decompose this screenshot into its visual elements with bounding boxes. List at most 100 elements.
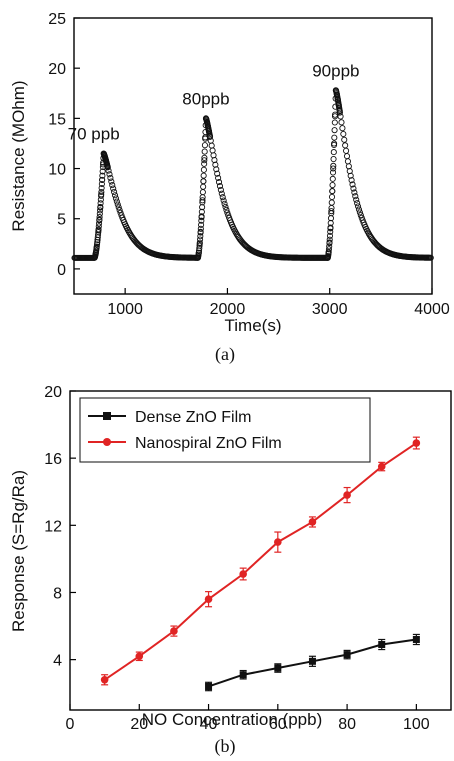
chart-a-data-point bbox=[106, 171, 113, 178]
chart-a-data-point bbox=[329, 175, 336, 182]
chart-a-data-point bbox=[326, 239, 333, 246]
chart-a-data-point bbox=[215, 174, 222, 182]
chart-a-data-point bbox=[199, 197, 206, 204]
chart-a-data-point bbox=[198, 217, 205, 224]
chart-a-data-point bbox=[115, 204, 122, 211]
chart-a-data-point bbox=[341, 136, 348, 143]
chart-a-data-point bbox=[328, 204, 335, 212]
chart-a-data-point bbox=[218, 190, 225, 197]
chart-a-data-point bbox=[215, 179, 223, 186]
chart-a-data-point bbox=[357, 212, 364, 219]
chart-a-data-point bbox=[356, 209, 363, 216]
chart-a-y-tick-label: 15 bbox=[48, 111, 66, 128]
chart-b-x-axis: 0 20 40 60 80 100 bbox=[66, 704, 430, 733]
chart-b-x-tick-label: 60 bbox=[269, 716, 287, 733]
chart-a-data-point bbox=[224, 209, 231, 216]
chart-a-data-point bbox=[328, 208, 335, 215]
chart-a-data-point bbox=[200, 178, 207, 185]
chart-a-data-point bbox=[207, 137, 214, 144]
series-dense-marker bbox=[274, 664, 282, 672]
chart-a-data-point bbox=[331, 119, 338, 126]
series-dense-marker bbox=[205, 682, 213, 690]
chart-a-data-point bbox=[354, 203, 362, 210]
series-nanospiral-marker bbox=[412, 439, 421, 447]
chart-a-data-point bbox=[99, 172, 106, 179]
series-nanospiral-marker bbox=[135, 652, 144, 661]
chart-a-data-point bbox=[331, 127, 338, 134]
chart-a-data-point bbox=[427, 254, 434, 261]
chart-a-data-point bbox=[96, 220, 103, 227]
chart-a-data-point bbox=[108, 178, 115, 185]
chart-a-data-point bbox=[326, 243, 333, 250]
chart-a-data-point bbox=[210, 152, 217, 159]
chart-a-data-point bbox=[326, 232, 334, 239]
chart-b-y-tick-label: 8 bbox=[53, 585, 62, 602]
chart-a-data-point bbox=[348, 177, 355, 184]
chart-a-data-point bbox=[109, 182, 116, 189]
chart-a-data-point bbox=[95, 226, 102, 233]
chart-a-data-point bbox=[330, 162, 337, 169]
chart-a-data-point bbox=[344, 158, 351, 165]
chart-a-data-point bbox=[98, 184, 105, 192]
series-nanospiral-marker bbox=[170, 627, 178, 635]
chart-a-data-point bbox=[93, 243, 100, 250]
chart-b-y-tick-label: 4 bbox=[53, 653, 62, 670]
chart-a-data-point bbox=[328, 199, 335, 206]
chart-a-data-point bbox=[93, 241, 101, 248]
chart-a-data-point bbox=[201, 157, 208, 164]
series-nanospiral-marker bbox=[308, 518, 317, 526]
chart-b-series bbox=[100, 436, 421, 692]
chart-a-x-tick-label: 3000 bbox=[312, 301, 348, 318]
chart-b-y-axis: 4 8 12 16 20 bbox=[44, 384, 76, 670]
chart-a-x-axis-label: Time(s) bbox=[225, 316, 282, 335]
chart-a-data-point bbox=[331, 140, 338, 147]
chart-a-pulse-label: 80ppb bbox=[182, 89, 229, 108]
chart-a-data-point bbox=[328, 193, 336, 200]
chart-a-data-point bbox=[199, 189, 206, 196]
chart-a-data-point bbox=[223, 206, 230, 213]
chart-a-data-point bbox=[214, 170, 221, 177]
chart-b-caption: (b) bbox=[215, 736, 236, 757]
chart-a-plot-frame bbox=[73, 17, 433, 295]
series-dense-marker bbox=[308, 657, 316, 665]
chart-a-data-point bbox=[201, 148, 208, 155]
chart-a-data-point bbox=[327, 224, 334, 231]
chart-a-data-point bbox=[107, 174, 114, 181]
chart-a-data-point bbox=[329, 182, 336, 189]
chart-a-data-point bbox=[112, 195, 119, 202]
series-nanospiral-marker bbox=[239, 570, 247, 578]
series-nanospiral-marker bbox=[343, 491, 351, 499]
chart-a-data-point bbox=[217, 186, 224, 193]
chart-b-x-tick-label: 40 bbox=[200, 716, 218, 733]
chart-a-data-point bbox=[343, 147, 350, 154]
chart-a-y-tick-label: 5 bbox=[57, 212, 66, 229]
chart-a-data-point bbox=[354, 200, 361, 207]
chart-a-data-point bbox=[97, 203, 104, 210]
chart-a-data-points bbox=[71, 87, 434, 261]
chart-a-data-point bbox=[201, 142, 208, 149]
chart-a-data-point bbox=[200, 183, 207, 190]
chart-a-data-point bbox=[200, 166, 207, 173]
chart-a-data-point bbox=[212, 161, 219, 168]
chart-a-x-axis: 1000 2000 3000 4000 bbox=[107, 288, 450, 318]
chart-a-data-point bbox=[347, 172, 354, 179]
chart-a-data-point bbox=[216, 183, 224, 190]
chart-a-data-point bbox=[331, 134, 338, 141]
chart-a: 1000 2000 3000 4000 0 5 10 15 20 25 70 ppb 80ppb 9… bbox=[9, 11, 450, 365]
chart-a-data-point bbox=[351, 189, 358, 196]
chart-a-caption: (a) bbox=[215, 344, 235, 365]
chart-a-pulse-label: 70 ppb bbox=[68, 124, 120, 143]
chart-a-data-point bbox=[99, 176, 106, 183]
chart-a-data-point bbox=[195, 249, 202, 256]
chart-a-x-tick-label: 4000 bbox=[414, 301, 450, 318]
chart-a-data-point bbox=[196, 239, 203, 246]
legend-dense-marker bbox=[103, 412, 111, 420]
chart-a-data-point bbox=[345, 163, 352, 170]
chart-a-data-point bbox=[325, 246, 333, 253]
chart-b-x-tick-label: 100 bbox=[403, 716, 430, 733]
chart-a-data-point bbox=[197, 233, 204, 240]
chart-a-data-point bbox=[338, 119, 345, 126]
chart-a-data-point bbox=[220, 197, 227, 204]
series-nanospiral-marker bbox=[204, 595, 213, 603]
chart-a-data-point bbox=[209, 147, 216, 154]
